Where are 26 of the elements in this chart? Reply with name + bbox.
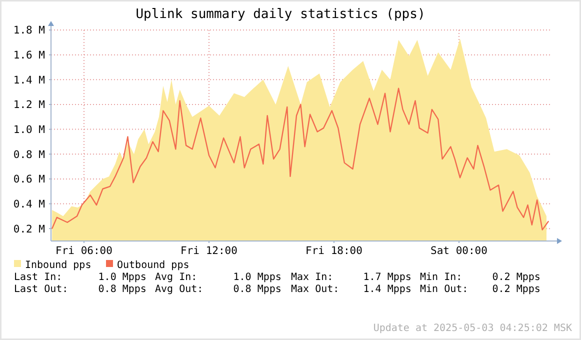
y-tick-label: 0.2 M [13, 223, 45, 236]
y-tick-label: 1.4 M [13, 74, 45, 86]
text: Last In: 1.0 Mpps [14, 272, 146, 283]
legend-label: Inbound pps [25, 260, 92, 271]
y-tick-label: 1.8 M [13, 24, 45, 37]
text: Last Out: 0.8 Mpps [14, 284, 146, 295]
y-tick-label: 1.6 M [13, 50, 45, 62]
text: Min In: 0.2 Mpps [420, 272, 540, 283]
y-tick-label: 1.2 M [13, 99, 45, 112]
text: Max In: 1.7 Mpps [291, 272, 412, 283]
x-tick-label: Sat 00:00 [430, 245, 488, 257]
chart-title: Uplink summary daily statistics (pps) [136, 7, 426, 22]
text: Max Out: 1.4 Mpps [291, 284, 412, 295]
text: Update at 2025-05-03 04:25:02 MSK [373, 323, 572, 334]
text: Min Out: 0.2 Mpps [420, 284, 540, 295]
x-tick-label: Fri 06:00 [56, 245, 112, 257]
y-tick-label: 0.4 M [13, 198, 45, 210]
text: Avg Out: 0.8 Mpps [155, 284, 282, 295]
line-series [51, 88, 550, 230]
y-tick-label: 1.0 M [13, 124, 45, 136]
y-tick-label: 0.6 M [13, 174, 45, 186]
text: Avg In: 1.0 Mpps [155, 272, 282, 283]
legend-label: Outbound pps [117, 260, 190, 271]
x-tick-label: Fri 18:00 [306, 245, 362, 257]
x-tick-label: Fri 12:00 [180, 245, 238, 257]
y-tick-label: 0.8 M [13, 148, 45, 161]
